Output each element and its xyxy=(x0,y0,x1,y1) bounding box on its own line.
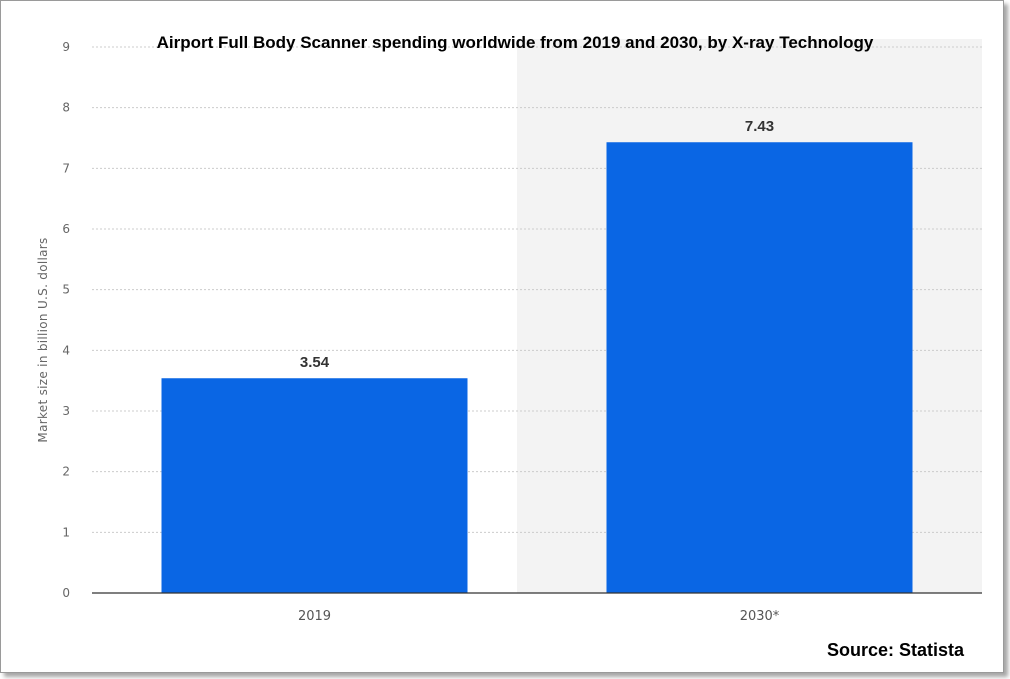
bar xyxy=(606,142,913,593)
y-tick-label: 4 xyxy=(62,343,70,357)
y-tick-label: 5 xyxy=(62,283,70,297)
y-tick-label: 2 xyxy=(62,465,70,479)
x-axis-ticks: 2019 2030* xyxy=(298,609,780,624)
bar xyxy=(161,378,468,593)
y-tick-label: 1 xyxy=(62,525,70,539)
y-tick-label: 9 xyxy=(62,40,70,54)
y-tick-label: 6 xyxy=(62,222,70,236)
y-tick-label: 7 xyxy=(62,161,70,175)
y-tick-label: 0 xyxy=(62,586,70,600)
y-tick-label: 8 xyxy=(62,101,70,115)
source-note: Source: Statista xyxy=(827,640,965,660)
y-axis-ticks: 0 1 2 3 4 5 6 7 8 9 xyxy=(62,40,70,600)
bars: 3.54 7.43 xyxy=(161,118,913,593)
y-tick-label: 3 xyxy=(62,404,70,418)
x-tick-label: 2030* xyxy=(740,609,780,624)
data-label: 7.43 xyxy=(745,118,774,135)
x-tick-label: 2019 xyxy=(298,609,331,624)
y-axis-label: Market size in billion U.S. dollars xyxy=(36,237,50,442)
chart-title: Airport Full Body Scanner spending world… xyxy=(157,33,874,52)
data-label: 3.54 xyxy=(300,354,330,371)
